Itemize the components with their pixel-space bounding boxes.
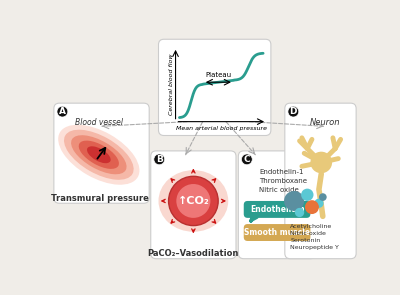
Text: ↑CO₂: ↑CO₂	[178, 196, 209, 206]
Circle shape	[154, 154, 165, 165]
Text: Nitric oxide: Nitric oxide	[290, 231, 326, 236]
Circle shape	[284, 191, 304, 211]
FancyBboxPatch shape	[158, 39, 271, 135]
Text: Nitric oxide: Nitric oxide	[259, 187, 299, 193]
Text: Endothelin-1: Endothelin-1	[259, 169, 304, 175]
Text: Serotonin: Serotonin	[290, 238, 320, 243]
Text: Mean arterial blood pressure: Mean arterial blood pressure	[176, 126, 267, 131]
Ellipse shape	[158, 170, 228, 232]
Circle shape	[295, 208, 304, 217]
Text: Neuron: Neuron	[310, 118, 340, 127]
Text: Acetylcholine: Acetylcholine	[290, 224, 332, 229]
Circle shape	[57, 106, 68, 117]
Ellipse shape	[79, 141, 119, 169]
Text: Blood vessel: Blood vessel	[75, 118, 123, 127]
Ellipse shape	[64, 130, 134, 180]
Text: Transmural pressure: Transmural pressure	[52, 194, 149, 203]
Text: D: D	[290, 107, 297, 116]
Circle shape	[314, 199, 324, 208]
Text: A: A	[59, 107, 66, 116]
Circle shape	[319, 193, 327, 201]
Circle shape	[176, 184, 210, 218]
Text: PaCO₂–Vasodilation: PaCO₂–Vasodilation	[148, 249, 239, 258]
Circle shape	[288, 106, 299, 117]
Circle shape	[310, 152, 332, 173]
FancyBboxPatch shape	[244, 201, 310, 218]
Text: Endothelium: Endothelium	[250, 205, 304, 214]
Text: Neuropeptide Y: Neuropeptide Y	[290, 245, 339, 250]
Text: Smooth muscle: Smooth muscle	[244, 228, 310, 237]
Ellipse shape	[58, 125, 140, 185]
Circle shape	[168, 176, 218, 226]
FancyBboxPatch shape	[54, 103, 149, 203]
Circle shape	[242, 154, 252, 165]
Ellipse shape	[87, 146, 111, 163]
FancyBboxPatch shape	[285, 103, 356, 259]
FancyBboxPatch shape	[151, 151, 236, 259]
FancyBboxPatch shape	[244, 224, 310, 241]
Text: Plateau: Plateau	[205, 72, 232, 78]
Circle shape	[305, 200, 319, 214]
FancyBboxPatch shape	[238, 151, 316, 259]
Ellipse shape	[71, 135, 126, 174]
Text: C: C	[244, 155, 250, 164]
Text: Thromboxane: Thromboxane	[259, 178, 307, 184]
Text: B: B	[156, 155, 163, 164]
Circle shape	[301, 189, 314, 201]
Text: Cerebral blood flow: Cerebral blood flow	[169, 54, 174, 115]
